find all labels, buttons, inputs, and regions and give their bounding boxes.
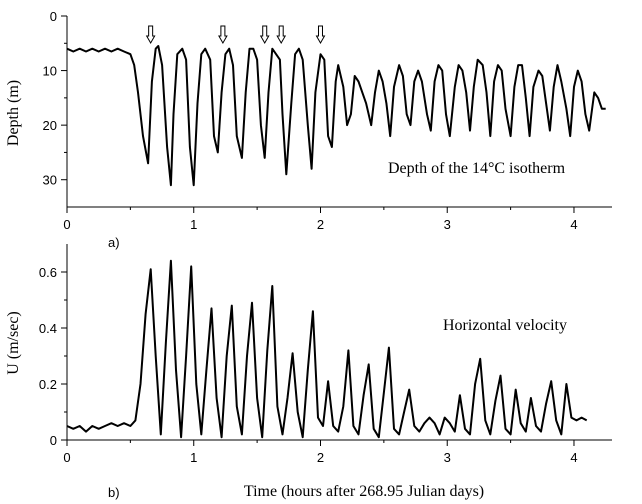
x-tick-label: 0	[63, 217, 70, 232]
x-tick-label: 1	[190, 217, 197, 232]
x-tick-label: 3	[444, 450, 451, 465]
panel-b: 0 0.2 0.4 0.6 0 1 2 3 4 U (m/sec) Horizontal ve…	[5, 244, 612, 500]
panel-a-arrows	[145, 25, 326, 45]
down-arrow-marker	[218, 25, 228, 45]
y-tick-label: 0.2	[39, 377, 57, 392]
panel-a: 0 10 20 30 0 1 2 3 4 Depth (m) Depth of the 14°…	[5, 9, 612, 250]
panel-b-annotation: Horizontal velocity	[443, 317, 567, 334]
panel-b-y-ticks: 0 0.2 0.4 0.6	[39, 244, 68, 448]
down-arrow-marker	[145, 25, 156, 45]
panel-b-label: b)	[108, 485, 120, 500]
panel-b-series-line	[66, 259, 588, 439]
panel-b-x-ticks: 0 1 2 3 4	[63, 439, 612, 465]
panel-b-x-axis-label: Time (hours after 268.95 Julian days)	[244, 483, 484, 500]
x-tick-label: 0	[63, 450, 70, 465]
x-tick-label: 1	[190, 450, 197, 465]
panel-a-y-ticks: 0 10 20 30	[43, 9, 68, 207]
x-tick-label: 3	[444, 217, 451, 232]
y-tick-label: 0	[50, 9, 57, 24]
y-tick-label: 0.6	[39, 265, 57, 280]
panel-b-y-axis-label: U (m/sec)	[5, 311, 22, 375]
y-tick-label: 0	[50, 433, 57, 448]
y-tick-label: 30	[43, 173, 57, 188]
panel-a-y-axis-label: Depth (m)	[5, 80, 22, 146]
down-arrow-marker	[276, 25, 287, 45]
x-tick-label: 4	[570, 217, 577, 232]
panel-a-annotation: Depth of the 14°C isotherm	[388, 160, 566, 177]
y-tick-label: 10	[43, 64, 57, 79]
x-tick-label: 2	[317, 450, 324, 465]
down-arrow-marker	[315, 25, 326, 45]
panel-a-series-line	[66, 45, 606, 187]
panel-a-x-ticks: 0 1 2 3 4	[63, 206, 612, 232]
x-tick-label: 4	[570, 450, 577, 465]
y-tick-label: 0.4	[39, 321, 57, 336]
down-arrow-marker	[259, 25, 270, 45]
y-tick-label: 20	[43, 118, 57, 133]
panel-a-label: a)	[108, 235, 120, 250]
x-tick-label: 2	[317, 217, 324, 232]
